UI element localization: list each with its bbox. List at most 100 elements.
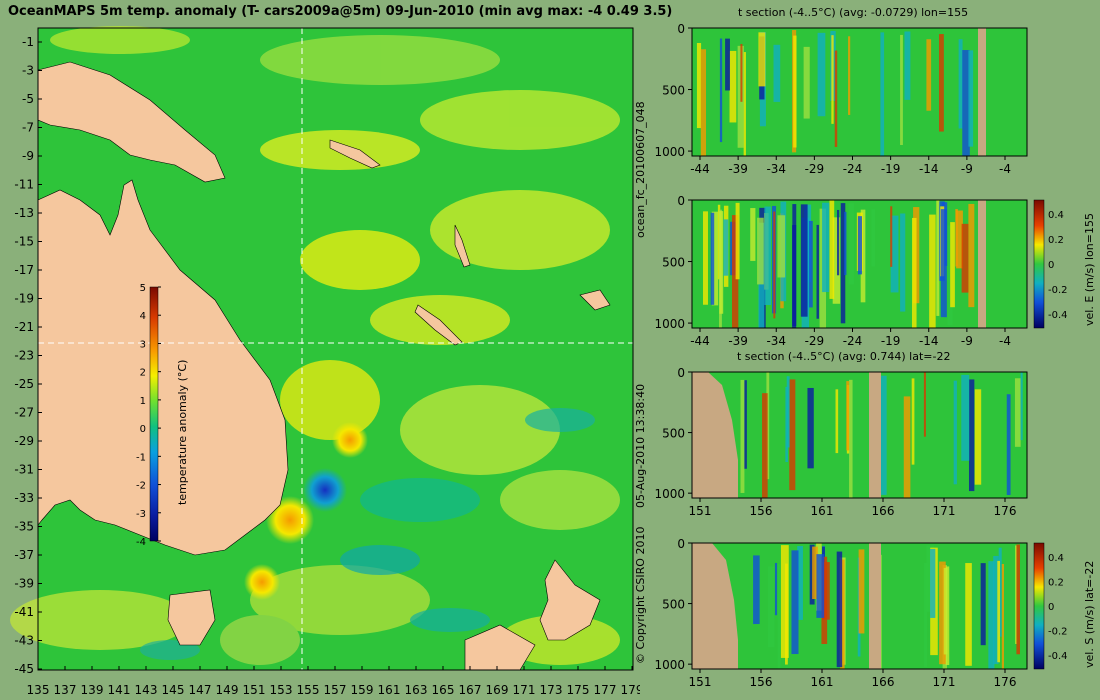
new-zealand-south (464, 624, 536, 671)
lat-tick-label: -5 (22, 92, 34, 106)
p4-colorbar-tick: 0.2 (1048, 578, 1064, 589)
lat-tick-label: -33 (14, 491, 34, 505)
p1-x-tick: -4 (999, 162, 1011, 176)
temp-colorbar-label: temperature anomaly (°C) (176, 359, 189, 505)
p2-colorbar-tick: -0.4 (1048, 310, 1068, 321)
new-caledonia (414, 304, 463, 346)
lat-tick-label: -17 (14, 263, 34, 277)
lon-tick-label: 161 (378, 683, 401, 697)
lat-tick-label: -41 (14, 605, 34, 619)
p1-x-tick: -39 (728, 162, 748, 176)
p4-x-tick: 166 (872, 675, 895, 689)
lon-tick-label: 169 (486, 683, 509, 697)
p2-x-tick: -14 (919, 334, 939, 348)
lat-tick-label: -37 (14, 548, 34, 562)
lat-tick-label: -1 (22, 35, 34, 49)
temp-colorbar-tick: 0 (140, 424, 146, 435)
lat-tick-label: -35 (14, 520, 34, 534)
lon-tick-label: 149 (216, 683, 239, 697)
p4-colorbar-tick: -0.2 (1048, 627, 1068, 638)
p1-x-tick: -24 (843, 162, 863, 176)
lat-tick-label: -23 (14, 349, 34, 363)
new-zealand-north (539, 559, 601, 641)
p2-x-tick: -24 (843, 334, 863, 348)
p3-x-tick: 156 (750, 504, 773, 518)
lat-tick-label: -9 (22, 149, 34, 163)
p4-x-tick: 151 (689, 675, 712, 689)
lon-tick-label: 165 (432, 683, 455, 697)
lon-tick-label: 137 (54, 683, 77, 697)
temp-colorbar (149, 286, 159, 542)
temp-colorbar-tick: 1 (140, 396, 146, 407)
new-guinea (37, 61, 226, 183)
anomaly-patches (10, 26, 620, 665)
p2-x-tick: -19 (881, 334, 901, 348)
p1-y-tick: 0 (677, 22, 685, 36)
lat-tick-label: -7 (22, 121, 34, 135)
p4-x-tick: 161 (811, 675, 834, 689)
p2-colorbar-tick: 0 (1048, 260, 1054, 271)
p2-x-tick: -29 (805, 334, 825, 348)
lon-tick-label: 139 (81, 683, 104, 697)
p2-x-tick: -4 (999, 334, 1011, 348)
lat-tick-label: -43 (14, 634, 34, 648)
timestamp-label: 05-Aug-2010 13:38:40 (634, 383, 647, 508)
section-panels: -44 -39 -34 -29 -24 -19 -14 -9 -4 0 500 1000 -44 -39 -… (654, 22, 1068, 689)
warm-eddy-south (244, 564, 280, 600)
panel-vel-east-lon155 (691, 199, 1045, 329)
p3-y-tick: 1000 (654, 487, 685, 501)
p4-x-tick: 176 (994, 675, 1017, 689)
warm-eddy-east (332, 422, 368, 458)
p2-colorbar-tick: -0.2 (1048, 285, 1068, 296)
temp-colorbar-ticks: 5 4 3 2 1 0 -1 -2 -3 -4 (136, 283, 161, 548)
p1-x-tick: -14 (919, 162, 939, 176)
lon-tick-label: 153 (270, 683, 293, 697)
p4-y-tick: 1000 (654, 658, 685, 672)
lon-tick-label: 151 (243, 683, 266, 697)
temp-colorbar-tick: 3 (140, 339, 146, 350)
lat-tick-label: -29 (14, 434, 34, 448)
temp-colorbar-tick: -1 (136, 452, 146, 463)
p4-y-tick: 500 (662, 598, 685, 612)
p1-x-tick: -34 (766, 162, 786, 176)
panel-temp-lat-22 (691, 371, 1028, 499)
lon-tick-label: 167 (459, 683, 482, 697)
vel-east-colorbar-label: vel. E (m/s) lon=155 (1083, 213, 1096, 326)
p2-y-tick: 1000 (654, 317, 685, 331)
lon-tick-label: 155 (297, 683, 320, 697)
australia (37, 179, 289, 556)
panel-vel-south-lat-22 (691, 542, 1045, 670)
cold-eddy (303, 468, 347, 512)
lon-tick-label: 145 (162, 683, 185, 697)
p3-y-tick: 0 (677, 366, 685, 380)
lat-tick-label: -25 (14, 377, 34, 391)
p3-x-tick: 151 (689, 504, 712, 518)
lon-tick-label: 163 (405, 683, 428, 697)
lat-tick-label: -27 (14, 406, 34, 420)
lon-tick-label: 179 (621, 683, 640, 697)
land (37, 61, 611, 671)
p2-colorbar-tick: 0.2 (1048, 235, 1064, 246)
lat-tick-label: -19 (14, 292, 34, 306)
map-title: OceanMAPS 5m temp. anomaly (T- cars2009a… (8, 4, 673, 19)
solomon-islands (329, 139, 381, 169)
p1-x-tick: -19 (881, 162, 901, 176)
temp-colorbar-tick: -4 (136, 537, 146, 548)
vel-east-colorbar (1033, 199, 1045, 329)
p1-y-tick: 1000 (654, 145, 685, 159)
p3-x-tick: 166 (872, 504, 895, 518)
vanuatu (454, 224, 471, 268)
vel-south-colorbar-label: vel. S (m/s) lat=-22 (1083, 560, 1096, 668)
run-label: ocean_fc_20100607_048 (634, 101, 647, 238)
p2-colorbar-tick: 0.4 (1048, 210, 1064, 221)
p3-y-tick: 500 (662, 427, 685, 441)
p2-x-tick: -34 (766, 334, 786, 348)
vel-south-colorbar (1033, 542, 1045, 670)
p2-x-tick: -44 (690, 334, 710, 348)
p3-x-tick: 171 (933, 504, 956, 518)
lon-tick-label: 157 (324, 683, 347, 697)
section-land (692, 372, 738, 498)
lat-tick-label: -39 (14, 577, 34, 591)
section-land (692, 543, 738, 669)
p4-y-tick: 0 (677, 537, 685, 551)
